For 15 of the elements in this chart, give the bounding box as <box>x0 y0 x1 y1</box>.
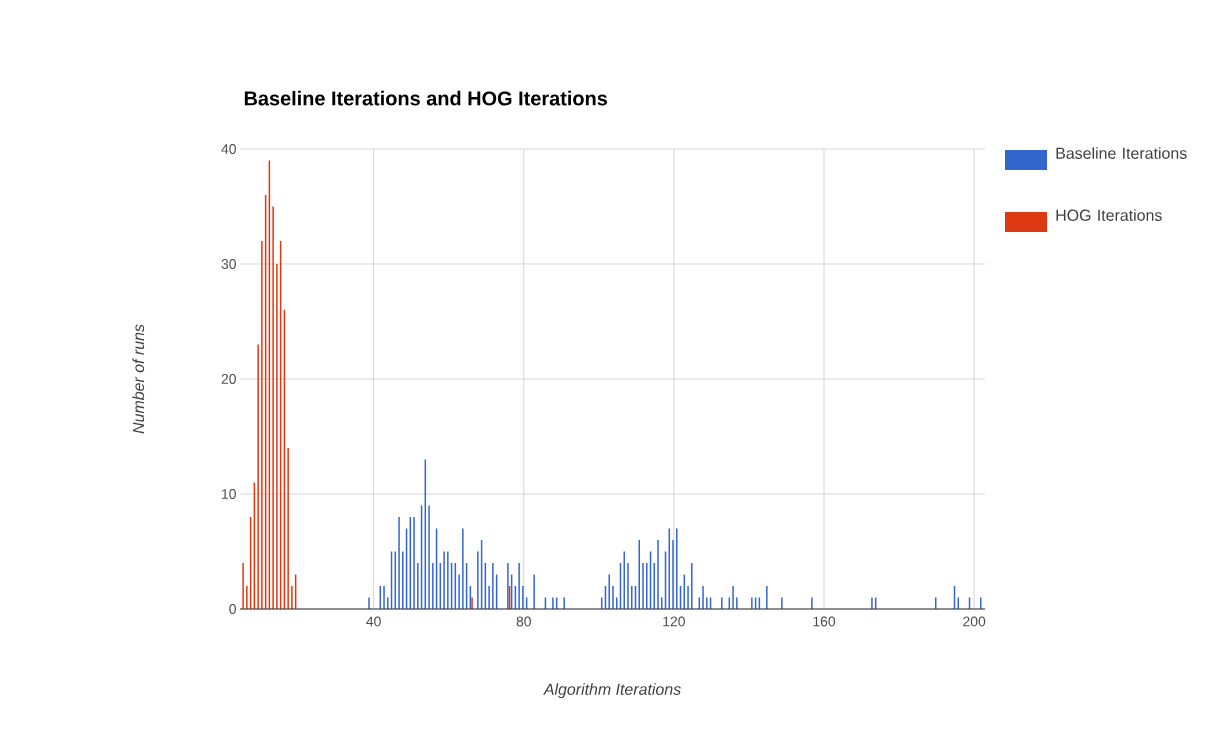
y-tick-label: 40 <box>221 144 236 154</box>
legend-label: HOG Iterations <box>1056 209 1162 221</box>
chart-title: Baseline Iterations and HOG Iterations <box>244 90 607 106</box>
y-tick-label: 10 <box>222 489 236 499</box>
x-tick-label: 120 <box>663 616 685 627</box>
legend-label: Baseline Iterations <box>1056 147 1187 159</box>
y-tick-label: 30 <box>221 259 236 269</box>
x-axis-title: Algorithm Iterations <box>543 683 681 699</box>
y-tick-label: 0 <box>229 604 236 614</box>
x-tick-label: 80 <box>516 616 531 627</box>
y-axis-title: Number of runs <box>132 324 145 434</box>
x-tick-label: 40 <box>366 616 381 627</box>
x-tick-label: 160 <box>813 616 836 627</box>
y-tick-label: 20 <box>221 374 236 384</box>
x-tick-label: 200 <box>963 616 986 627</box>
